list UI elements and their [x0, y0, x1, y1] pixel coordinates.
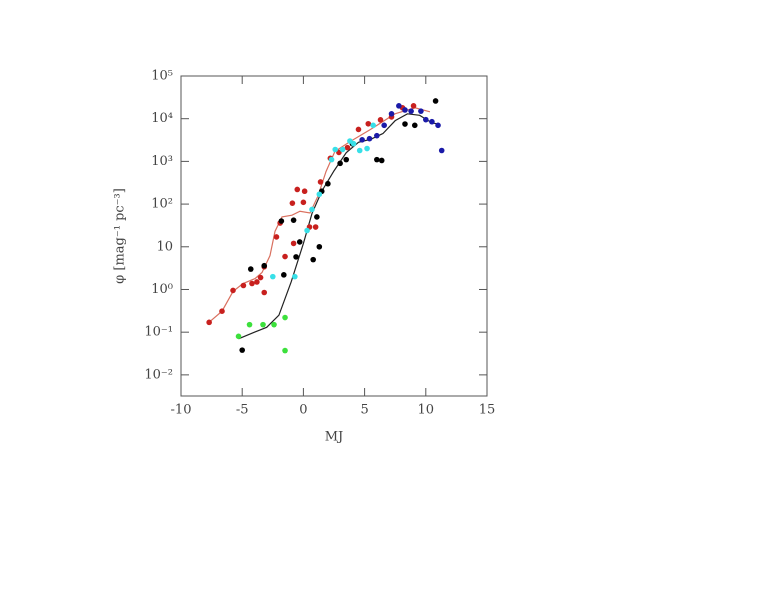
data-point [261, 289, 268, 296]
data-point [240, 282, 247, 289]
data-point [271, 321, 277, 328]
y-axis-label: φ [mag⁻¹ pc⁻³] [113, 188, 128, 284]
data-point [301, 188, 308, 195]
data-point [316, 191, 323, 198]
data-point [317, 179, 324, 185]
data-point [239, 347, 245, 353]
data-point [293, 254, 299, 260]
data-point [278, 218, 285, 224]
data-point [411, 122, 418, 129]
data-point [304, 227, 310, 234]
x-tick-label: -5 [236, 403, 249, 418]
y-tick-label: 10⁴ [151, 111, 173, 126]
data-point [296, 239, 303, 245]
data-point [294, 186, 301, 193]
data-point [257, 274, 264, 281]
y-tick-label: 10 [156, 239, 173, 254]
data-point [435, 122, 441, 129]
data-point [343, 156, 350, 163]
data-point [332, 146, 339, 153]
data-point [378, 157, 385, 164]
data-point [282, 347, 288, 354]
data-point [230, 287, 236, 294]
data-point [290, 240, 297, 247]
data-point [312, 224, 319, 230]
data-point [429, 118, 435, 125]
data-point [402, 121, 408, 127]
data-point [246, 321, 253, 328]
data-point [364, 145, 370, 152]
data-point [344, 144, 351, 151]
y-tick-label: 10³ [151, 154, 173, 169]
y-tick-label: 10⁻² [144, 367, 173, 382]
data-point [235, 333, 242, 340]
data-point [206, 319, 212, 326]
y-tick-label: 10² [151, 197, 173, 212]
data-point [381, 122, 387, 129]
data-point [432, 98, 439, 104]
y-tick-label: 10⁰ [151, 282, 173, 297]
data-point [314, 214, 320, 220]
data-point [374, 132, 380, 139]
data-point [270, 273, 276, 280]
x-tick-label: -10 [171, 403, 192, 418]
plot-frame [180, 75, 488, 397]
data-point [438, 147, 445, 154]
data-point [410, 103, 417, 109]
data-point [292, 273, 298, 280]
data-point [316, 243, 323, 250]
data-point [396, 103, 402, 109]
data-point [309, 206, 315, 213]
data-point [310, 256, 316, 263]
fit-line [238, 113, 439, 340]
data-point [289, 200, 296, 206]
data-point [350, 140, 357, 147]
data-point [355, 126, 362, 133]
data-point [300, 199, 307, 206]
data-point [219, 308, 225, 314]
data-point [249, 280, 255, 287]
data-point [402, 107, 408, 113]
fit-line [208, 107, 431, 323]
x-tick-label: 0 [299, 403, 307, 418]
data-point [418, 108, 424, 114]
data-point [282, 253, 288, 260]
data-point [356, 147, 363, 154]
data-point [388, 111, 395, 117]
x-tick-label: 5 [360, 403, 368, 418]
data-point [359, 137, 365, 143]
data-point [366, 135, 373, 142]
x-tick-label: 10 [418, 403, 435, 418]
data-point [281, 272, 287, 278]
data-point [365, 120, 372, 127]
data-point [328, 156, 335, 163]
data-point [247, 266, 254, 272]
data-point [339, 146, 346, 153]
y-tick-label: 10⁵ [151, 69, 173, 84]
x-tick-label: 15 [479, 403, 496, 418]
y-tick-label: 10⁻¹ [144, 325, 173, 340]
data-point [282, 314, 288, 321]
data-point [374, 156, 380, 163]
data-point [261, 262, 268, 269]
data-point [254, 279, 260, 285]
data-point [260, 321, 266, 328]
data-point [337, 160, 343, 167]
data-point [423, 116, 429, 123]
data-point [377, 117, 384, 123]
x-axis-label: MJ [325, 430, 344, 445]
data-point [273, 234, 280, 240]
data-point [370, 122, 376, 129]
data-point [325, 180, 331, 187]
data-point [290, 217, 297, 223]
data-point [408, 108, 414, 114]
